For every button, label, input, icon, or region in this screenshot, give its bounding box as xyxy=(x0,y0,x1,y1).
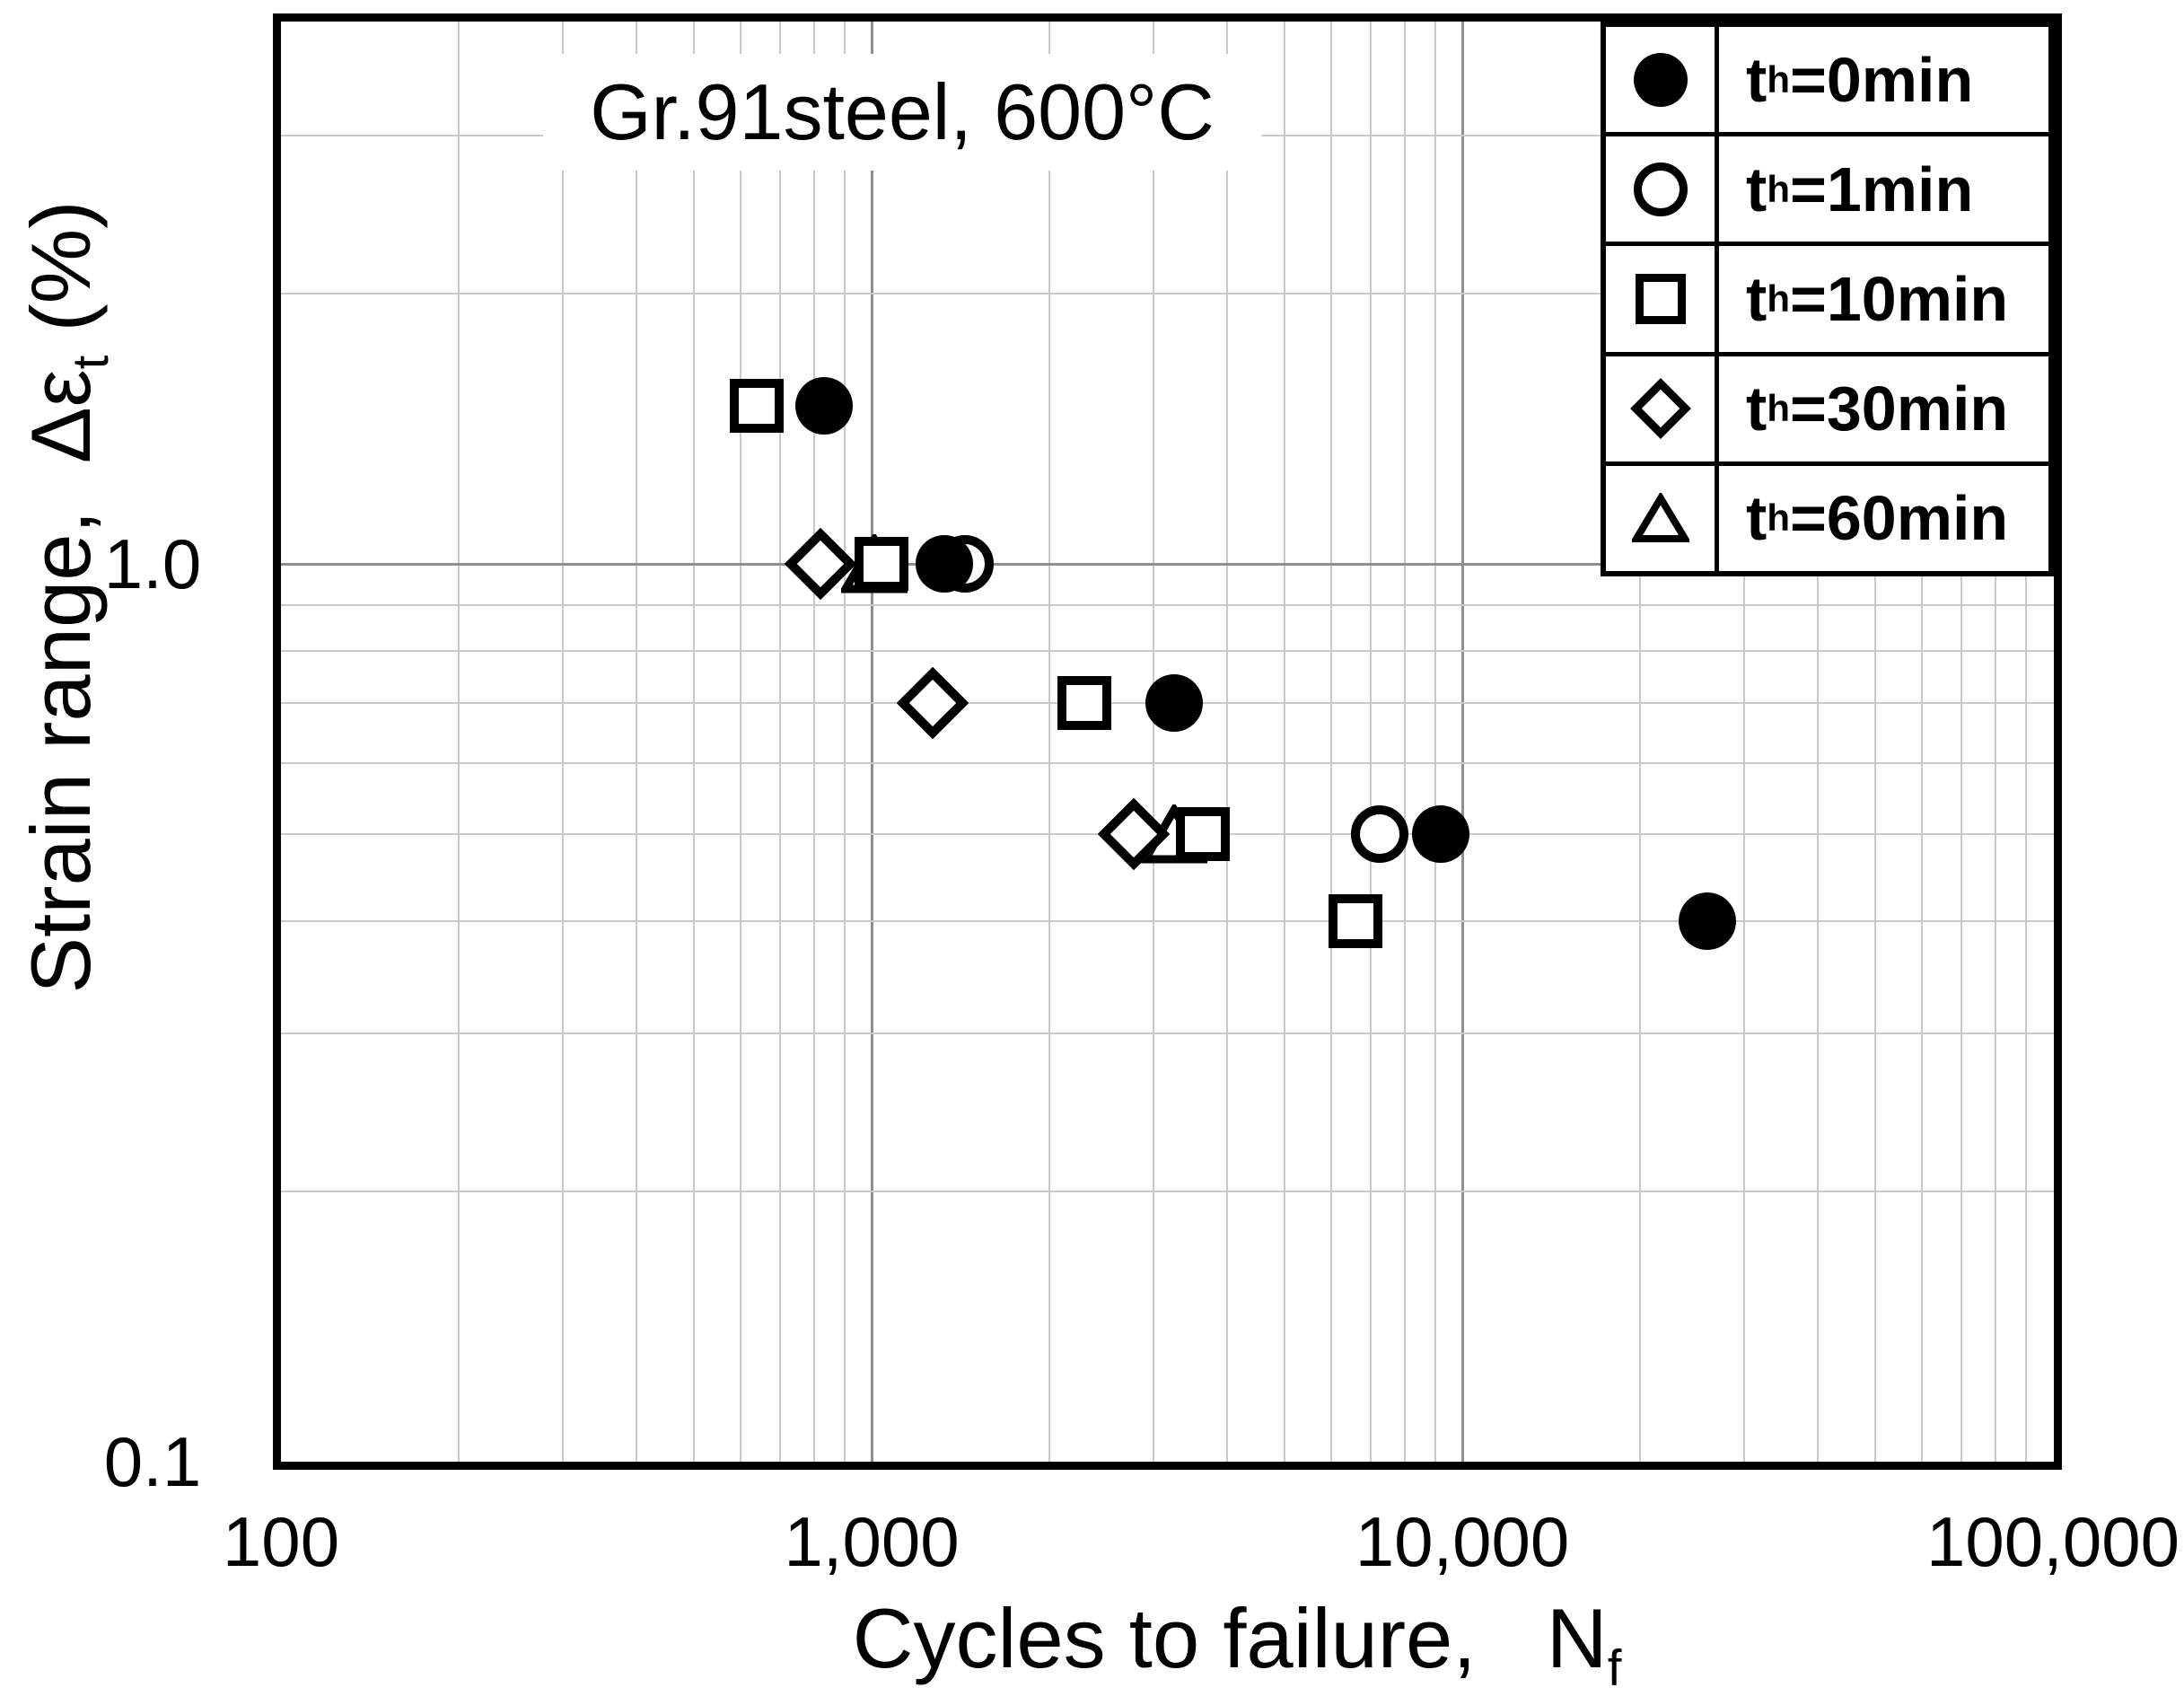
label-text: (%) xyxy=(13,200,108,356)
gridline xyxy=(1960,22,1963,1462)
gridline xyxy=(458,22,460,1462)
legend-symbol-cell xyxy=(1606,465,1719,572)
legend-item: t h =30min xyxy=(1606,356,2048,466)
legend-label: t h =1min xyxy=(1746,154,1974,224)
gridline xyxy=(2024,22,2027,1462)
gridline xyxy=(1283,22,1285,1462)
gridline xyxy=(692,22,695,1462)
label-text: Strain range, Δε xyxy=(13,369,108,994)
label-text: t xyxy=(1746,264,1767,334)
gridline xyxy=(281,1190,2054,1192)
gridline xyxy=(871,22,873,1462)
y-tick-label: 1.0 xyxy=(103,524,202,603)
legend-symbol-cell xyxy=(1606,356,1719,461)
gridline xyxy=(636,22,638,1462)
legend-item: t h =60min xyxy=(1606,465,2048,572)
label-text: Cycles to failure, N xyxy=(852,1591,1608,1685)
legend-item: t h =1min xyxy=(1606,136,2048,247)
legend-symbol-cell xyxy=(1606,136,1719,242)
gridline xyxy=(281,649,2054,652)
chart-title: Gr.91steel, 600°C xyxy=(543,54,1261,171)
x-tick-label: 1,000 xyxy=(784,1502,960,1581)
label-text: =10min xyxy=(1789,264,2009,334)
gridline xyxy=(1639,22,1642,1462)
gridline xyxy=(1461,22,1464,1462)
subscript-text: t xyxy=(61,355,118,370)
filled-circle-marker xyxy=(1145,673,1203,732)
gridline xyxy=(779,22,782,1462)
open-diamond-marker xyxy=(1629,378,1691,440)
filled-circle-marker xyxy=(916,535,974,593)
legend-item: t h =10min xyxy=(1606,246,2048,356)
y-tick-label: 0.1 xyxy=(103,1422,202,1501)
label-text: =60min xyxy=(1789,483,2009,554)
filled-circle-marker xyxy=(1633,52,1688,107)
gridline xyxy=(1921,22,1924,1462)
gridline xyxy=(1226,22,1229,1462)
gridline xyxy=(843,22,846,1462)
gridline xyxy=(1742,22,1745,1462)
x-tick-label: 100,000 xyxy=(1926,1502,2180,1581)
legend-symbol-cell xyxy=(1606,27,1719,133)
label-text: t xyxy=(1746,374,1767,444)
gridline xyxy=(281,292,2054,294)
open-square-marker xyxy=(855,537,909,591)
gridline xyxy=(1152,22,1154,1462)
open-diamond-marker xyxy=(896,666,969,740)
label-text: t xyxy=(1746,154,1767,224)
open-circle-marker xyxy=(1351,805,1409,864)
gridline xyxy=(281,761,2054,764)
legend-label: t h =0min xyxy=(1746,44,1974,115)
subscript-text: f xyxy=(1607,1639,1622,1696)
gridline xyxy=(1995,22,1997,1462)
legend-label: t h =10min xyxy=(1746,264,2009,334)
label-text: =0min xyxy=(1789,44,1974,115)
gridline xyxy=(281,563,2054,566)
filled-circle-marker xyxy=(1679,892,1737,950)
filled-circle-marker xyxy=(1412,805,1470,864)
label-text: t xyxy=(1746,483,1767,554)
label-text: =30min xyxy=(1789,374,2009,444)
open-square-marker xyxy=(730,378,785,433)
gridline xyxy=(1330,22,1333,1462)
open-triangle-marker xyxy=(1631,493,1689,543)
x-axis-title: Cycles to failure, Nf xyxy=(852,1590,1622,1692)
gridline xyxy=(813,22,816,1462)
filled-circle-marker xyxy=(794,376,853,435)
legend-label: t h =60min xyxy=(1746,483,2009,554)
gridline xyxy=(561,22,564,1462)
gridline xyxy=(1434,22,1436,1462)
gridline xyxy=(740,22,742,1462)
legend-symbol-cell xyxy=(1606,246,1719,352)
legend-item: t h =0min xyxy=(1606,27,2048,137)
gridline xyxy=(281,603,2054,606)
open-square-marker xyxy=(1176,807,1231,862)
gridline xyxy=(1370,22,1373,1462)
gridline xyxy=(1873,22,1876,1462)
open-square-marker xyxy=(1057,675,1111,730)
open-circle-marker xyxy=(1633,162,1688,216)
gridline xyxy=(1404,22,1407,1462)
gridline xyxy=(1048,22,1051,1462)
label-text: t xyxy=(1746,44,1767,115)
legend: t h =0min t h =1min t h =10min t h =30min t h =60min xyxy=(1601,22,2054,576)
legend-label: t h =30min xyxy=(1746,374,2009,444)
x-tick-label: 10,000 xyxy=(1355,1502,1570,1581)
gridline xyxy=(281,1032,2054,1034)
open-square-marker xyxy=(1635,274,1686,324)
open-square-marker xyxy=(1329,893,1383,948)
gridline xyxy=(281,919,2054,922)
x-tick-label: 100 xyxy=(222,1502,340,1581)
gridline xyxy=(1817,22,1820,1462)
label-text: =1min xyxy=(1789,154,1974,224)
